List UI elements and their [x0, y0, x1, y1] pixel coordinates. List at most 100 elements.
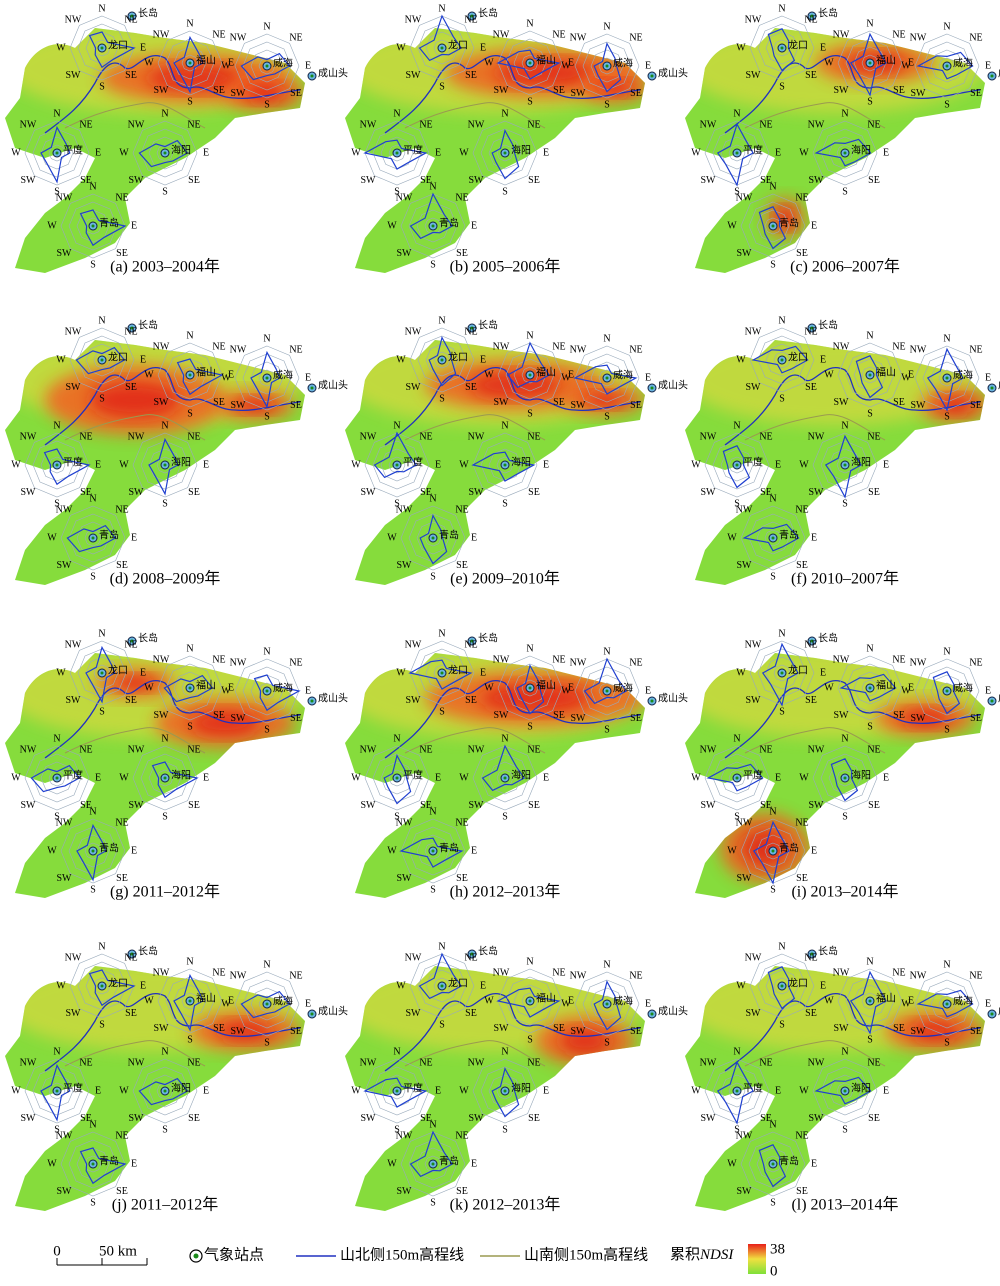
legend-label: 累积: [670, 1246, 700, 1263]
map-panel: 长岛NNEESESSWWNW龙口NNEESESSWWNW福山NNEESESSWW…: [345, 941, 688, 1214]
direction-label: SW: [154, 397, 170, 408]
rose-ring: [505, 976, 555, 1026]
direction-label: NW: [745, 953, 762, 964]
station-dot: [395, 776, 399, 780]
station-dot: [130, 952, 134, 956]
direction-label: E: [883, 147, 889, 158]
direction-label: SE: [80, 487, 92, 498]
station-name: 平度: [63, 455, 83, 468]
station-name: 福山: [876, 53, 896, 66]
direction-label: NE: [187, 1058, 200, 1069]
direction-label: E: [775, 772, 781, 783]
rose-ring: [497, 655, 563, 721]
station-name: 长岛: [818, 6, 838, 19]
direction-label: SE: [528, 487, 540, 498]
direction-label: SW: [737, 873, 753, 884]
wind-rose: [716, 122, 754, 187]
station-dot: [503, 1089, 507, 1093]
direction-label: NW: [360, 432, 377, 443]
direction-label: SW: [154, 85, 170, 96]
wind-rose: [240, 52, 291, 81]
rose-ring: [69, 15, 135, 81]
wind-rose: [758, 1144, 787, 1188]
rose-ring: [433, 39, 451, 57]
direction-label: N: [89, 806, 96, 817]
ndsi-zone: [597, 80, 633, 96]
direction-label: N: [769, 493, 776, 504]
direction-label: S: [944, 724, 950, 735]
rose-ring: [480, 440, 530, 490]
rose-ring: [140, 440, 190, 490]
rose-ring: [242, 41, 292, 91]
direction-label: NW: [745, 15, 762, 26]
south-contour: [64, 414, 206, 441]
station-dot: [810, 952, 814, 956]
rose-ring: [582, 979, 632, 1029]
direction-label: W: [824, 369, 834, 380]
direction-label: E: [985, 60, 991, 71]
station-name: 成山头: [658, 379, 688, 391]
station-name: 青岛: [99, 841, 119, 854]
direction-label: SW: [911, 88, 927, 99]
station-name: 青岛: [779, 216, 799, 229]
station-name: 威海: [953, 56, 973, 69]
direction-label: E: [811, 532, 817, 543]
station-name: 威海: [273, 681, 293, 694]
direction-label: SW: [361, 175, 377, 186]
rose-ring: [165, 663, 215, 713]
direction-label: S: [99, 81, 105, 92]
direction-label: W: [119, 1085, 129, 1096]
rose-ring: [853, 984, 887, 1018]
station-name: 海阳: [511, 143, 531, 156]
direction-label: NE: [804, 953, 817, 964]
direction-label: SE: [553, 85, 565, 96]
direction-label: N: [501, 108, 508, 119]
map-panel: 长岛NNEESESSWWNW龙口NNEESESSWWNW福山NNEESESSWW…: [5, 628, 348, 901]
direction-label: SE: [188, 487, 200, 498]
direction-label: SE: [630, 400, 642, 411]
direction-label: NW: [833, 30, 850, 41]
rose-ring: [812, 745, 878, 811]
direction-label: SE: [456, 560, 468, 571]
station-dot: [100, 984, 104, 988]
direction-label: NE: [187, 432, 200, 443]
direction-label: S: [187, 721, 193, 732]
rose-ring: [258, 57, 276, 75]
rose-ring: [234, 33, 300, 99]
direction-label: N: [438, 315, 445, 326]
rose-ring: [836, 456, 854, 474]
direction-label: N: [778, 3, 785, 14]
direction-label: SW: [571, 1026, 587, 1037]
wind-rose: [173, 973, 204, 1032]
rose-ring: [48, 456, 66, 474]
direction-label: SE: [80, 175, 92, 186]
direction-label: S: [734, 1124, 740, 1135]
wind-rose: [722, 445, 751, 489]
direction-label: W: [47, 1158, 57, 1169]
direction-label: NW: [405, 953, 422, 964]
rose-ring: [472, 1058, 538, 1124]
direction-label: N: [769, 181, 776, 192]
station-dot: [735, 1089, 739, 1093]
direction-label: S: [439, 393, 445, 404]
station-name: 青岛: [99, 1154, 119, 1167]
direction-label: NW: [808, 745, 825, 756]
direction-label: NW: [910, 971, 927, 982]
direction-label: SW: [469, 1113, 485, 1124]
direction-label: NW: [153, 655, 170, 666]
direction-label: N: [186, 18, 193, 29]
direction-label: SE: [630, 713, 642, 724]
direction-label: S: [779, 393, 785, 404]
direction-label: E: [820, 354, 826, 365]
direction-label: W: [484, 57, 494, 68]
colorbar-label: 38: [770, 1241, 785, 1257]
direction-label: SW: [66, 382, 82, 393]
direction-label: N: [866, 956, 873, 967]
direction-label: NE: [187, 120, 200, 131]
direction-label: N: [778, 315, 785, 326]
direction-label: W: [727, 220, 737, 231]
direction-label: S: [90, 884, 96, 895]
direction-label: S: [867, 721, 873, 732]
direction-label: SE: [420, 175, 432, 186]
south-contour: [744, 727, 886, 754]
